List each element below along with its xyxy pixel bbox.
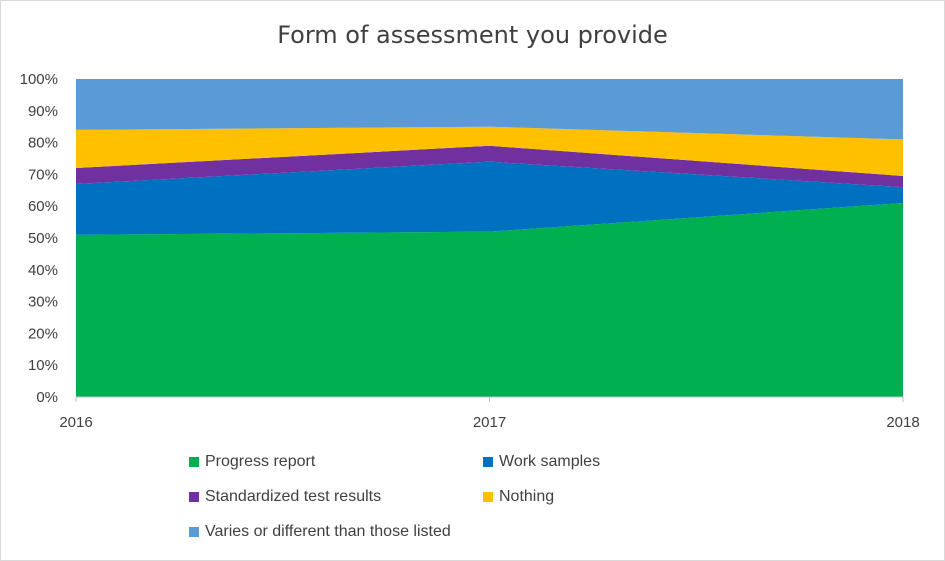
area-series-4: [76, 79, 903, 140]
area-series-1: [76, 161, 903, 235]
x-tick-label: 2018: [886, 414, 919, 431]
y-tick-label: 40%: [28, 262, 58, 279]
y-tick-label: 100%: [20, 71, 58, 88]
y-tick-label: 0%: [36, 389, 58, 406]
y-tick-label: 50%: [28, 230, 58, 247]
area-series-3: [76, 126, 903, 176]
x-tick-label: 2017: [473, 414, 506, 431]
y-tick-label: 30%: [28, 294, 58, 311]
y-tick-label: 80%: [28, 135, 58, 152]
area-series-2: [76, 145, 903, 188]
y-tick-label: 60%: [28, 198, 58, 215]
x-tick-label: 2016: [59, 414, 92, 431]
chart-title: Form of assessment you provide: [277, 21, 668, 49]
y-tick-label: 20%: [28, 325, 58, 342]
y-tick-label: 70%: [28, 166, 58, 183]
y-tick-label: 10%: [28, 357, 58, 374]
area-series-0: [76, 203, 903, 397]
y-tick-label: 90%: [28, 103, 58, 120]
